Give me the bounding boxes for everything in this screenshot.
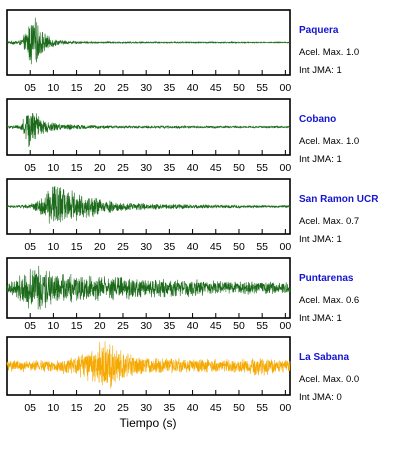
x-tick-label: 35: [164, 402, 176, 414]
max-accel-label: Acel. Max. 0.0: [299, 374, 359, 385]
max-accel-label: Acel. Max. 1.0: [299, 47, 359, 58]
x-tick-label: 15: [71, 320, 83, 332]
x-tick-label: 05: [24, 241, 36, 253]
x-tick-label: 05: [24, 82, 36, 94]
x-tick-label: 35: [164, 162, 176, 174]
waveform-san-ramon-ucr: [6, 186, 291, 224]
x-tick-label: 20: [94, 162, 106, 174]
x-tick-label: 35: [164, 241, 176, 253]
x-tick-label: 20: [94, 82, 106, 94]
x-tick-label: 15: [71, 402, 83, 414]
panel-la-sabana: 05 10 15 20 25 30 35 40 45 50 55 00 La Sabana Acel. M…: [6, 336, 359, 414]
x-tick-label: 40: [187, 241, 199, 253]
max-accel-label: Acel. Max. 0.6: [299, 295, 359, 306]
x-tick-label: 00: [280, 82, 292, 94]
max-accel-label: Acel. Max. 1.0: [299, 136, 359, 147]
x-tick-label: 55: [256, 241, 268, 253]
x-tick-label: 55: [256, 402, 268, 414]
x-tick-label: 40: [187, 402, 199, 414]
waveform-la-sabana: [6, 341, 291, 389]
x-tick-label: 40: [187, 320, 199, 332]
x-tick-label: 30: [140, 162, 152, 174]
max-accel-label: Acel. Max. 0.7: [299, 216, 359, 227]
x-tick-label: 25: [117, 162, 129, 174]
x-tick-label: 55: [256, 162, 268, 174]
x-tick-label: 50: [233, 241, 245, 253]
jma-intensity-label: Int JMA: 1: [299, 154, 342, 165]
x-tick-label: 15: [71, 241, 83, 253]
x-tick-label: 00: [280, 320, 292, 332]
x-tick-label: 30: [140, 241, 152, 253]
station-name: La Sabana: [299, 352, 349, 363]
x-tick-label: 55: [256, 82, 268, 94]
station-name: Puntarenas: [299, 273, 354, 284]
waveform-cobano: [6, 113, 291, 148]
x-tick-label: 05: [24, 162, 36, 174]
x-tick-label: 20: [94, 320, 106, 332]
x-tick-label: 45: [210, 241, 222, 253]
jma-intensity-label: Int JMA: 1: [299, 234, 342, 245]
x-tick-label: 40: [187, 162, 199, 174]
x-tick-label: 15: [71, 82, 83, 94]
x-tick-label: 10: [48, 320, 60, 332]
x-tick-label: 50: [233, 162, 245, 174]
panel-paquera: 05 10 15 20 25 30 35 40 45 50 55 00 Paquera Acel. Max…: [6, 9, 359, 94]
x-tick-label: 25: [117, 82, 129, 94]
x-tick-label: 50: [233, 320, 245, 332]
x-tick-label: 45: [210, 162, 222, 174]
x-tick-label: 40: [187, 82, 199, 94]
x-tick-label: 00: [280, 241, 292, 253]
x-tick-label: 45: [210, 82, 222, 94]
x-axis-label: Tiempo (s): [120, 416, 177, 430]
x-tick-label: 50: [233, 402, 245, 414]
x-tick-label: 50: [233, 82, 245, 94]
x-tick-label: 30: [140, 402, 152, 414]
x-tick-label: 35: [164, 320, 176, 332]
x-tick-label: 20: [94, 402, 106, 414]
x-tick-label: 10: [48, 162, 60, 174]
x-tick-label: 00: [280, 162, 292, 174]
jma-intensity-label: Int JMA: 0: [299, 392, 342, 403]
panel-san-ramon-ucr: 05 10 15 20 25 30 35 40 45 50 55 00 San Ramon UCR Ace…: [6, 178, 379, 253]
x-tick-label: 15: [71, 162, 83, 174]
x-tick-label: 30: [140, 82, 152, 94]
panel-cobano: 05 10 15 20 25 30 35 40 45 50 55 00 Cobano Acel. Max.…: [6, 98, 359, 174]
x-tick-label: 25: [117, 241, 129, 253]
x-tick-label: 25: [117, 402, 129, 414]
x-tick-label: 45: [210, 320, 222, 332]
x-tick-label: 05: [24, 402, 36, 414]
waveform-paquera: [6, 17, 291, 65]
x-tick-label: 10: [48, 402, 60, 414]
x-tick-label: 45: [210, 402, 222, 414]
x-tick-label: 10: [48, 82, 60, 94]
station-name: Paquera: [299, 25, 339, 36]
x-tick-label: 00: [280, 402, 292, 414]
x-tick-label: 20: [94, 241, 106, 253]
x-tick-label: 10: [48, 241, 60, 253]
waveform-puntarenas: [6, 265, 291, 310]
x-tick-label: 25: [117, 320, 129, 332]
x-tick-label: 30: [140, 320, 152, 332]
jma-intensity-label: Int JMA: 1: [299, 65, 342, 76]
panel-puntarenas: 05 10 15 20 25 30 35 40 45 50 55 00 Puntarenas Acel. …: [6, 257, 359, 332]
station-name: San Ramon UCR: [299, 194, 379, 205]
x-tick-label: 35: [164, 82, 176, 94]
x-tick-label: 55: [256, 320, 268, 332]
jma-intensity-label: Int JMA: 1: [299, 313, 342, 324]
station-name: Cobano: [299, 114, 336, 125]
x-tick-label: 05: [24, 320, 36, 332]
